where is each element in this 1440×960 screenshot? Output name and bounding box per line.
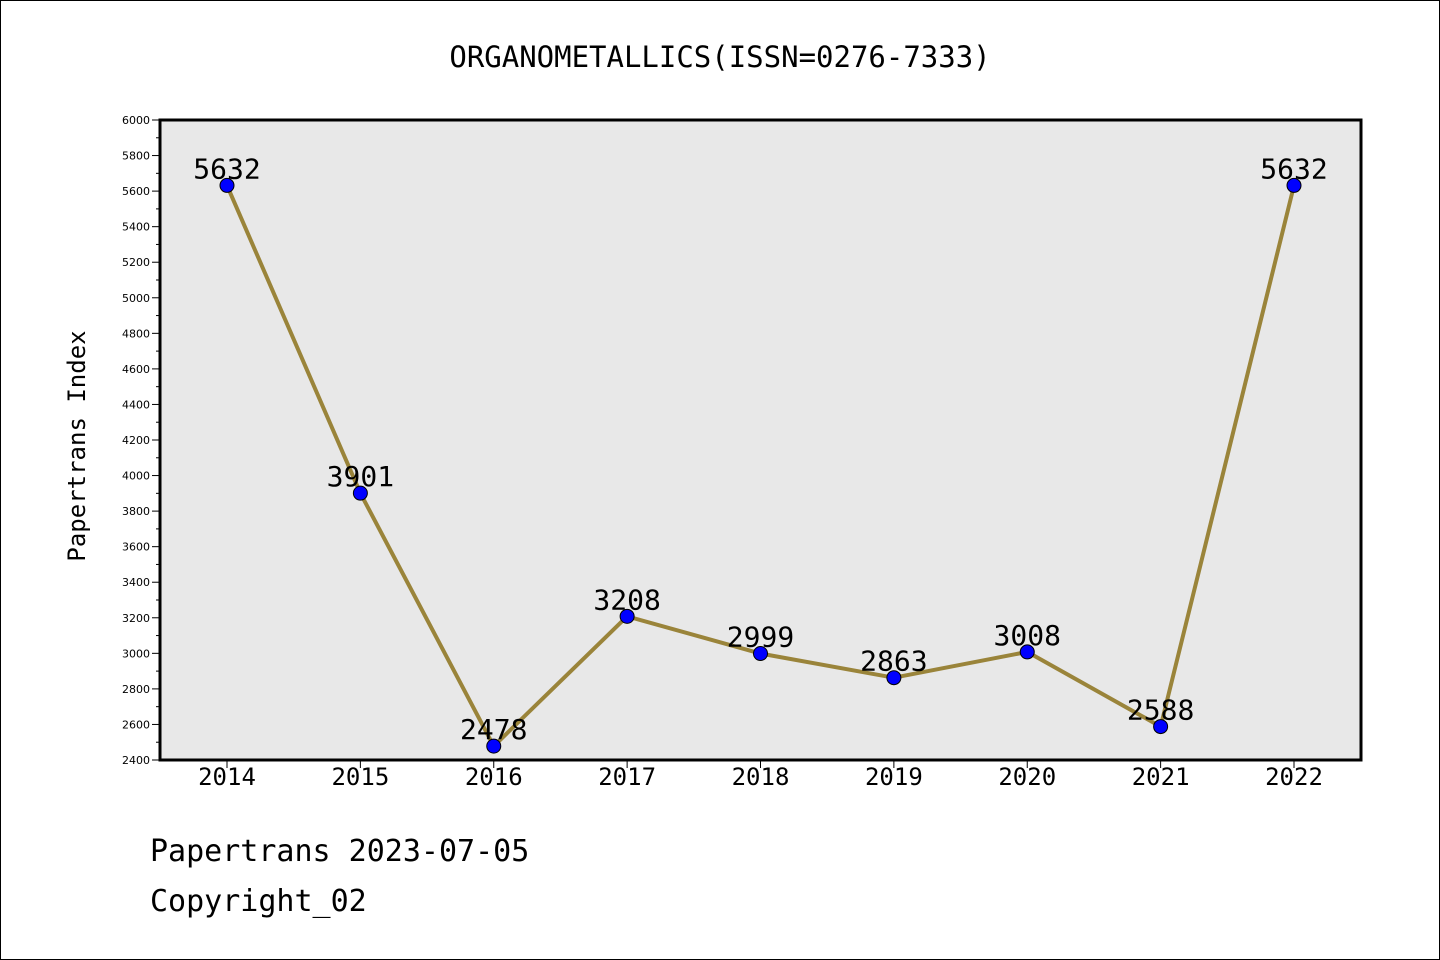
data-label: 2999 (727, 621, 794, 654)
y-tick-label: 5400 (122, 221, 150, 234)
data-point (619, 608, 635, 624)
footer-copyright: Copyright_02 (150, 884, 367, 919)
y-axis: 2400 2600 2800 3000 3200 3400 3600 3800 4000 4200… (122, 114, 160, 767)
data-point (1286, 177, 1302, 193)
y-tick-label: 3600 (122, 541, 150, 554)
y-tick-label: 3800 (122, 505, 150, 518)
plot-area (158, 118, 1363, 762)
x-tick-label: 2019 (865, 763, 923, 791)
data-labels: 5632 3901 2478 3208 2999 2863 3008 2588 5632 (193, 152, 1327, 746)
x-tick-label: 2016 (465, 763, 523, 791)
data-label: 3901 (327, 460, 394, 493)
data-point (1019, 644, 1035, 660)
y-tick-label: 4400 (122, 398, 150, 411)
chart-title: ORGANOMETALLICS(ISSN=0276-7333) (449, 40, 990, 74)
data-point (486, 738, 502, 754)
series (219, 177, 1302, 754)
x-tick-label: 2018 (732, 763, 790, 791)
x-tick-label: 2020 (998, 763, 1056, 791)
y-tick-label: 5800 (122, 150, 150, 163)
data-point (886, 670, 902, 686)
y-tick-label: 4600 (122, 363, 150, 376)
data-point (753, 646, 768, 662)
footer-date: Papertrans 2023-07-05 (150, 834, 530, 869)
y-tick-label: 6000 (122, 114, 150, 127)
x-tick-label: 2014 (198, 763, 256, 791)
y-tick-label: 2800 (122, 683, 150, 696)
y-tick-label: 4200 (122, 434, 150, 447)
x-tick-label: 2021 (1132, 763, 1190, 791)
data-label: 5632 (1260, 152, 1327, 185)
x-axis: 2014 2015 2016 2017 2018 2019 2020 2021 2022 (198, 760, 1323, 791)
y-tick-label: 2600 (122, 718, 150, 731)
data-label: 5632 (193, 152, 260, 185)
y-tick-label: 3200 (122, 612, 150, 625)
y-tick-label: 5000 (122, 292, 150, 305)
data-label: 3008 (994, 619, 1061, 652)
y-tick-label: 3400 (122, 576, 150, 589)
data-label: 2588 (1127, 694, 1194, 727)
data-label: 3208 (593, 583, 660, 616)
y-tick-label: 5600 (122, 185, 150, 198)
data-label: 2863 (860, 645, 927, 678)
x-tick-label: 2017 (598, 763, 656, 791)
y-tick-label: 5200 (122, 256, 150, 269)
data-point (219, 177, 235, 193)
y-tick-label: 4800 (122, 327, 150, 340)
y-tick-label: 4000 (122, 470, 150, 483)
y-tick-label: 3000 (122, 647, 150, 660)
y-axis-label: Papertrans Index (63, 330, 91, 561)
data-point (1153, 719, 1169, 735)
y-tick-label: 2400 (122, 754, 150, 767)
data-point (352, 485, 368, 501)
x-tick-label: 2022 (1265, 763, 1323, 791)
data-label: 2478 (460, 713, 527, 746)
x-tick-label: 2015 (331, 763, 389, 791)
